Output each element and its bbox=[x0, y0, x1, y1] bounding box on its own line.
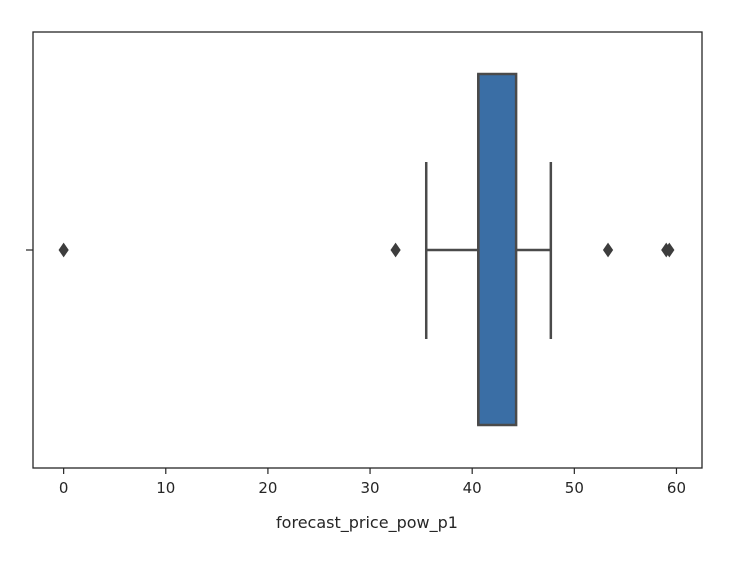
x-tick-label: 50 bbox=[565, 479, 584, 497]
x-tick-label: 20 bbox=[258, 479, 277, 497]
box-group bbox=[424, 72, 553, 427]
plot-frame bbox=[32, 31, 703, 469]
x-tick-label: 10 bbox=[156, 479, 175, 497]
x-tick-label: 30 bbox=[361, 479, 380, 497]
x-axis-label: forecast_price_pow_p1 bbox=[276, 513, 458, 533]
x-tick-label: 40 bbox=[463, 479, 482, 497]
x-tick-label: 60 bbox=[667, 479, 686, 497]
iqr-box bbox=[477, 72, 518, 427]
outlier-point bbox=[602, 242, 614, 258]
outlier-point bbox=[664, 242, 675, 258]
outlier-point bbox=[58, 242, 69, 258]
outlier-point bbox=[390, 242, 401, 258]
outlier-points bbox=[58, 242, 675, 258]
x-tick-label: 0 bbox=[59, 479, 69, 497]
x-axis: 0 10 20 30 40 50 60 bbox=[59, 468, 686, 497]
